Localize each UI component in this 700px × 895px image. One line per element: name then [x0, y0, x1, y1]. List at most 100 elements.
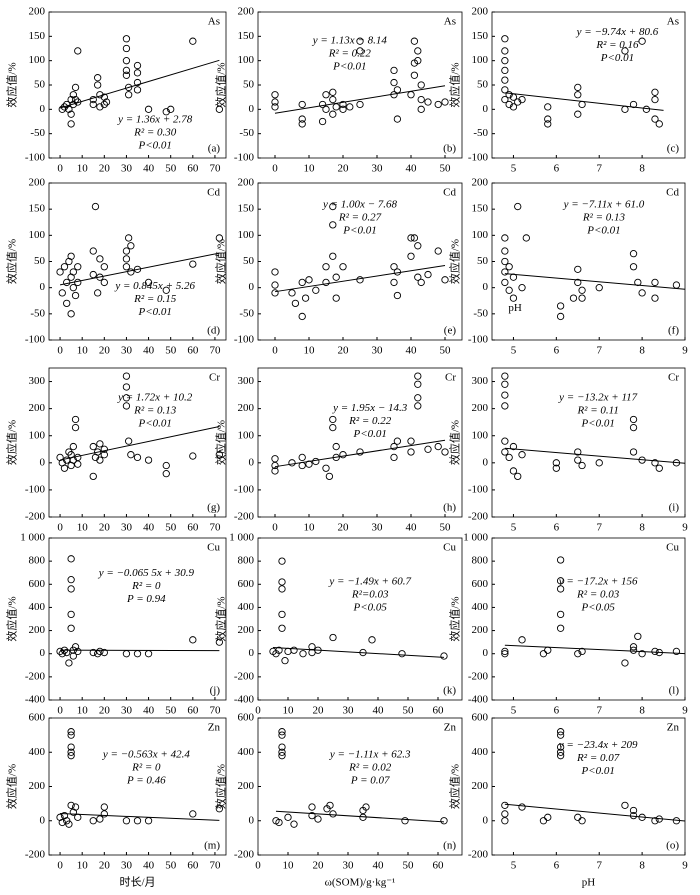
- scatter-point: [144, 650, 153, 658]
- equation-text: R² = 0.22: [328, 48, 372, 60]
- scatter-point: [407, 234, 415, 242]
- scatter-point: [509, 103, 518, 111]
- scatter-point: [501, 817, 509, 825]
- scatter-point: [189, 452, 197, 460]
- scatter-point: [67, 624, 75, 632]
- scatter-point: [556, 577, 565, 585]
- x-tick-label: 9: [682, 860, 688, 872]
- y-tick-label: 200: [238, 780, 255, 792]
- scatter-point: [544, 813, 552, 821]
- x-tick-label: 30: [372, 163, 384, 175]
- y-tick-label: 0: [483, 103, 489, 115]
- scatter-point: [215, 451, 224, 459]
- y-tick-label: 0: [249, 814, 255, 826]
- element-label: Cd: [207, 187, 220, 199]
- x-axis-label: ω(SOM)/g·kg⁻¹: [325, 877, 396, 889]
- scatter-point: [339, 105, 347, 113]
- scatter-point: [339, 451, 347, 459]
- regression-line: [60, 649, 220, 652]
- scatter-point: [133, 453, 142, 462]
- scatter-point: [362, 803, 370, 811]
- scatter-point: [569, 294, 578, 302]
- equation-text: P<0.01: [332, 61, 366, 73]
- scatter-point: [122, 35, 131, 43]
- scatter-point: [501, 448, 509, 456]
- x-tick-label: 30: [121, 163, 133, 175]
- scatter-point: [318, 100, 327, 109]
- equation-text: y = −1.11x + 62.3: [329, 749, 411, 761]
- panel-label: (o): [666, 840, 679, 852]
- x-tick-label: 5: [511, 345, 517, 357]
- scatter-point: [329, 88, 337, 96]
- equation-text: y = −13.2x + 117: [558, 391, 637, 403]
- equation-text: P<0.01: [137, 306, 171, 318]
- scatter-point: [298, 115, 306, 123]
- scatter-point: [301, 294, 310, 302]
- scatter-point: [162, 286, 170, 294]
- y-tick-label: 1 000: [463, 532, 488, 544]
- scatter-point: [74, 813, 82, 821]
- scatter-point: [393, 268, 402, 276]
- scatter-point: [96, 647, 104, 656]
- regression-line: [275, 810, 445, 823]
- scatter-point: [133, 265, 142, 273]
- scatter-point: [291, 299, 300, 308]
- panel-label: (d): [207, 325, 220, 337]
- equation-text: P = 0.46: [126, 775, 166, 787]
- scatter-point: [96, 255, 104, 263]
- scatter-point: [505, 100, 513, 109]
- y-tick-label: 200: [472, 6, 489, 18]
- element-label: Zn: [444, 722, 457, 734]
- scatter-point: [574, 265, 582, 273]
- regression-line: [504, 447, 686, 464]
- scatter-point: [275, 818, 283, 827]
- scatter-point: [122, 247, 131, 255]
- scatter-point: [638, 289, 646, 297]
- scatter-point: [271, 98, 279, 106]
- y-tick-label: -200: [25, 670, 46, 682]
- scatter-point: [314, 815, 322, 823]
- scatter-point: [505, 286, 513, 294]
- x-tick-label: 10: [77, 522, 89, 534]
- scatter-point: [91, 202, 100, 211]
- y-tick-label: 0: [40, 281, 46, 293]
- x-tick-label: 30: [121, 522, 133, 534]
- scatter-point: [305, 276, 313, 284]
- scatter-point: [71, 291, 80, 300]
- equation-text: R²=0.03: [351, 588, 389, 600]
- x-tick-label: 20: [99, 522, 111, 534]
- y-tick-label: 400: [238, 746, 255, 758]
- scatter-point: [329, 252, 337, 260]
- panel-label: (g): [207, 502, 220, 514]
- element-label: Cu: [207, 542, 220, 554]
- y-tick-label: -100: [234, 152, 255, 164]
- y-tick-label: 300: [472, 375, 489, 387]
- scatter-point: [651, 95, 659, 104]
- scatter-point: [298, 453, 306, 462]
- equation-text: R² = 0.02: [348, 762, 392, 774]
- y-tick-label: 150: [472, 203, 489, 215]
- element-label: As: [667, 16, 679, 28]
- panel-label: (j): [210, 685, 221, 697]
- scatter-point: [556, 585, 565, 593]
- scatter-point: [67, 743, 75, 751]
- scatter-point: [122, 66, 131, 75]
- scatter-point: [124, 437, 133, 445]
- scatter-point: [417, 105, 425, 113]
- y-tick-label: 50: [34, 255, 46, 267]
- scatter-point: [89, 247, 97, 255]
- scatter-point: [71, 83, 80, 92]
- equation-text: R² = 0: [131, 762, 161, 774]
- panel-label: (b): [443, 143, 456, 155]
- x-tick-label: 20: [99, 705, 111, 717]
- y-axis-label: 效应值/%: [448, 596, 462, 641]
- scatter-point: [578, 294, 586, 302]
- scatter-point: [278, 731, 286, 739]
- scatter-point: [65, 105, 73, 113]
- scatter-point: [501, 647, 509, 656]
- scatter-point: [339, 100, 347, 109]
- element-label: Cu: [443, 542, 456, 554]
- panel-label: (i): [669, 502, 680, 514]
- equation-text: y = 1.95x − 14.3: [332, 402, 408, 414]
- y-tick-label: 0: [40, 814, 46, 826]
